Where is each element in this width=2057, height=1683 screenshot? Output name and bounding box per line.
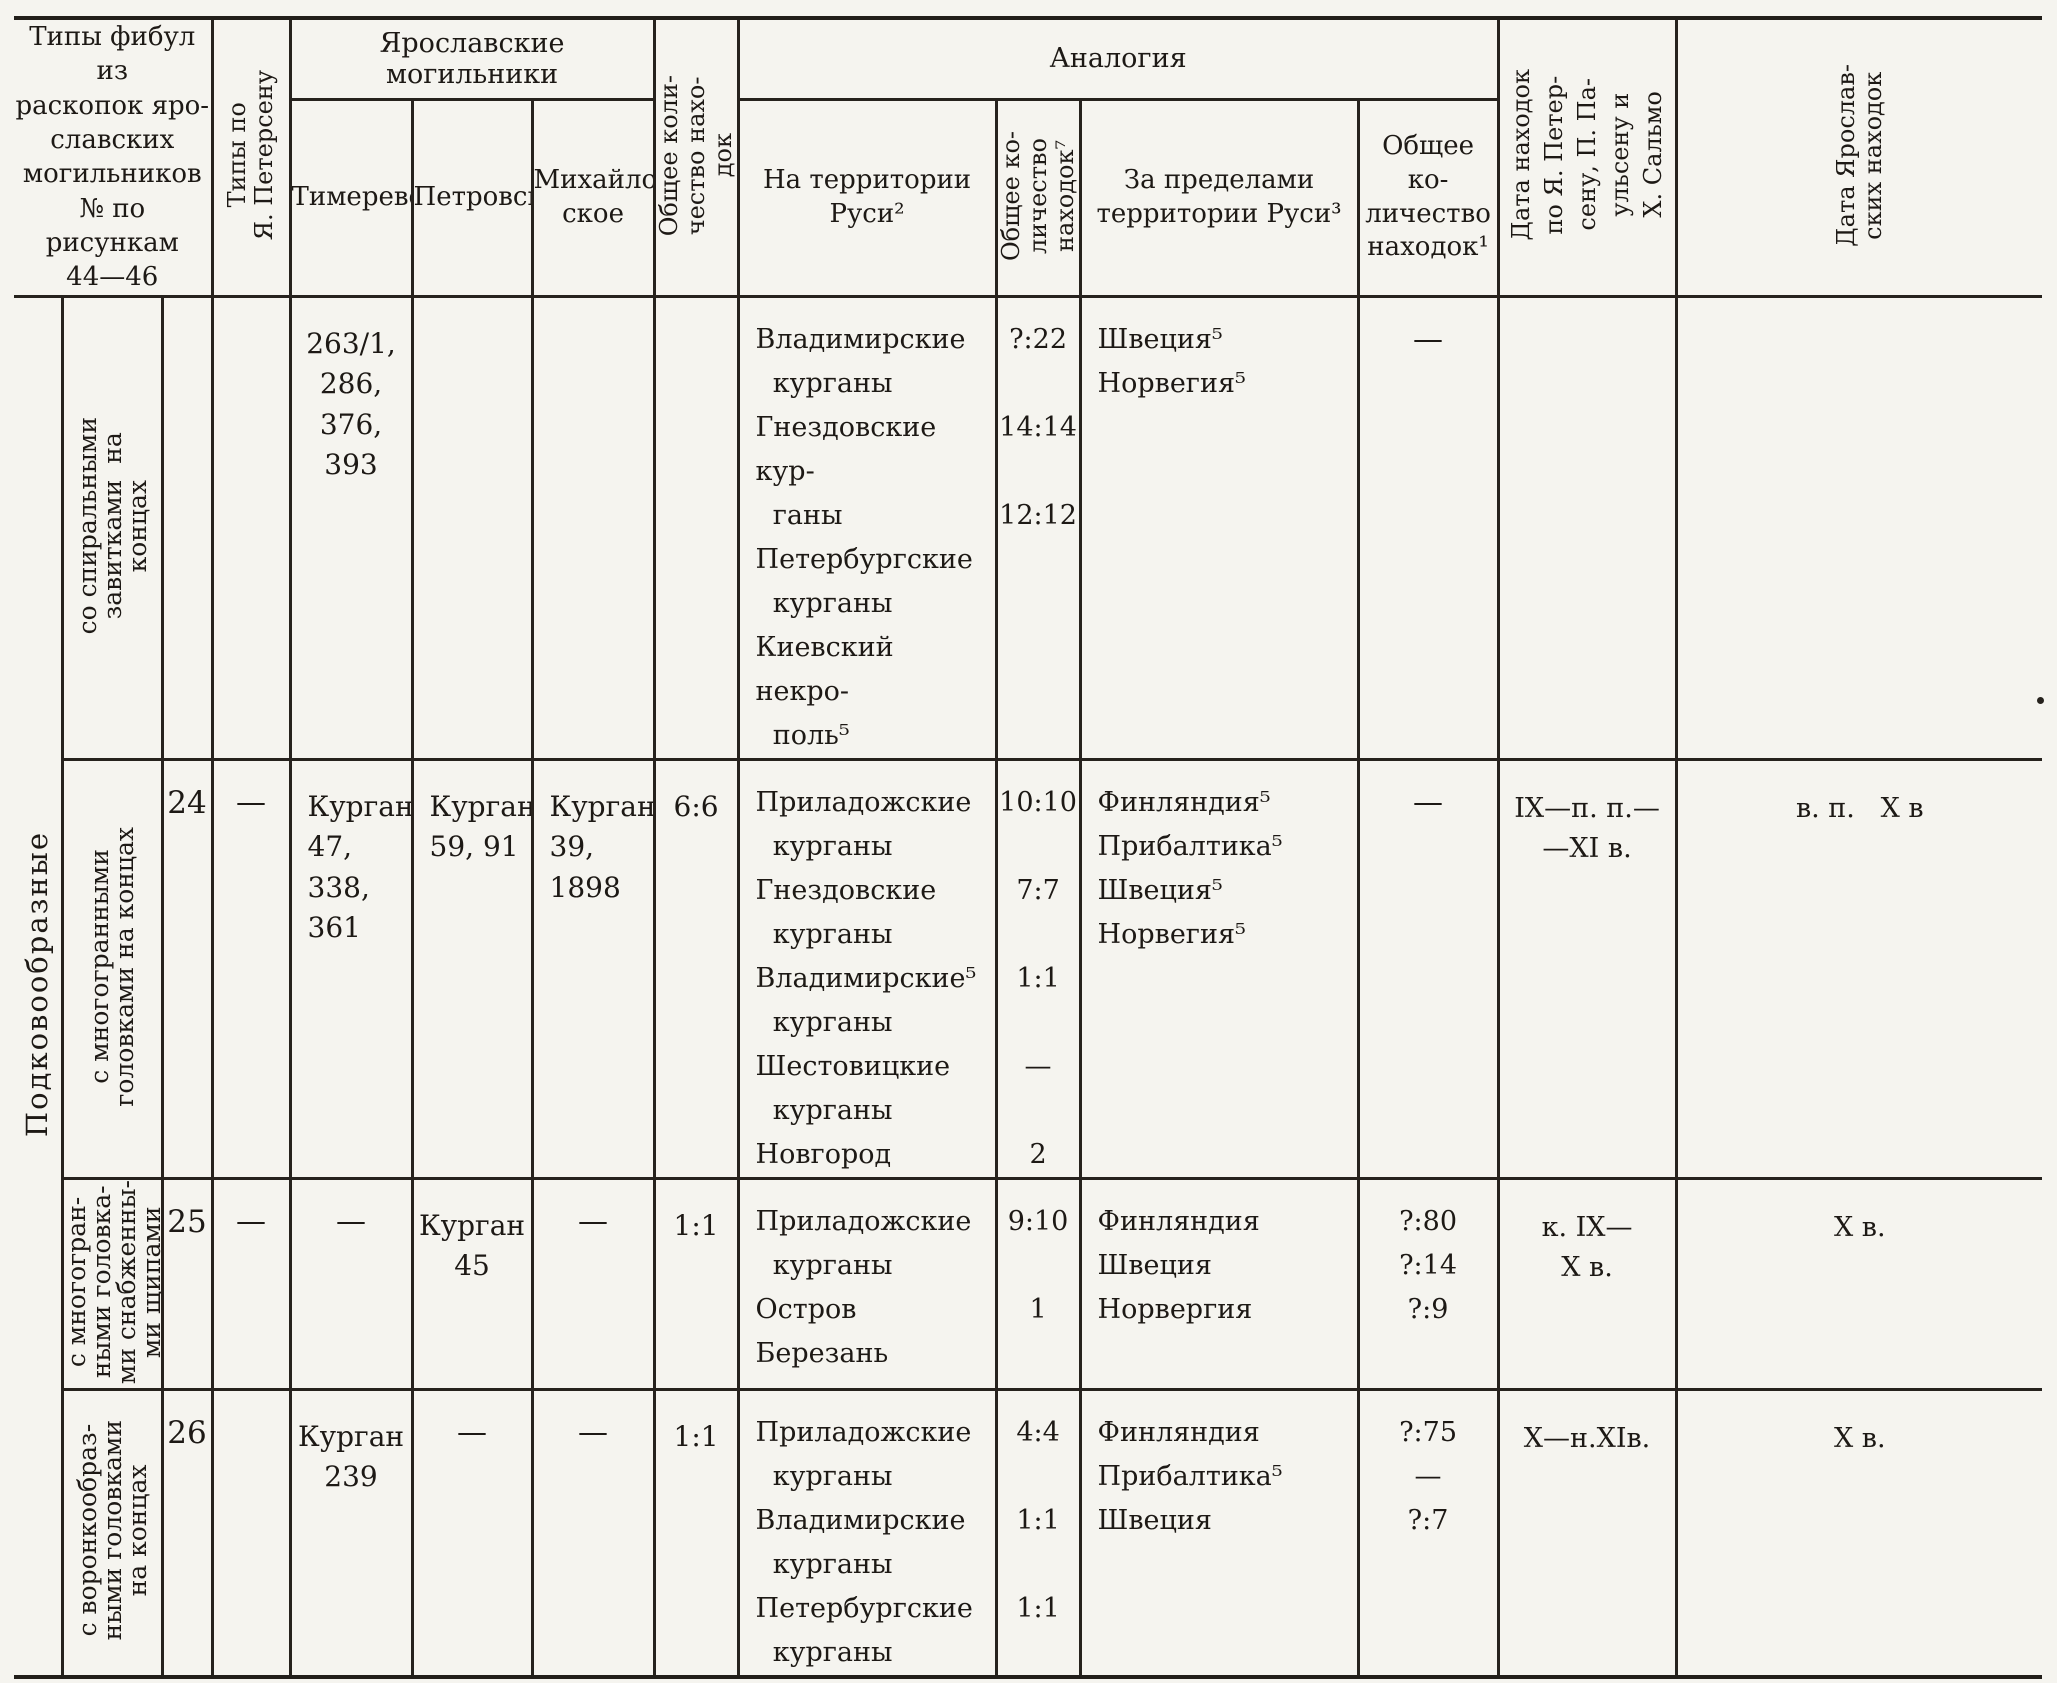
row2-date-petersen-cell: IX—п. п.— —XI в.: [1496, 757, 1678, 1180]
header-date-yaroslavl-column: Дата Ярослав- ских находок: [1674, 18, 2044, 298]
row3-date-petersen-cell: к. IX— X в.: [1496, 1176, 1678, 1391]
row3-outside-counts-cell: ?:80 ?:14 ?:9: [1356, 1176, 1500, 1391]
row2-petrovskoe-cell: Курганы 59, 91: [410, 757, 534, 1180]
row4-rus-counts-cell: 4:4 1:1 1:1: [994, 1387, 1082, 1677]
row1-rus-counts-cell: ?:22 14:14 12:12: [994, 294, 1082, 761]
row2-figure-number: 24: [160, 757, 214, 1180]
row1-mikhaylovskoe-cell: [530, 294, 656, 761]
table-row-spiral-ends: Подковообразные со спиральными завитками…: [12, 294, 2044, 1677]
row1-outside-counts-cell: —: [1356, 294, 1500, 761]
header-petrovskoe-column: Петровское: [410, 97, 534, 298]
row1-rus-sites-cell: Владимирские курганы Гнездовские кур- га…: [736, 294, 998, 761]
row3-timerevo-cell: —: [288, 1176, 414, 1391]
row1-date-yaroslavl-cell: [1674, 294, 2044, 761]
header-date-petersen-label: Дата находок по Я. Петер- сену, П. Па- у…: [1506, 69, 1667, 242]
header-types-label: Типы фибул из раскопок яро- славских мог…: [15, 22, 210, 293]
row3-mikhaylovskoe-cell: —: [530, 1176, 656, 1391]
header-petersen-types-label: Типы по Я. Петерсену: [223, 70, 279, 241]
row4-figure-number: 26: [160, 1387, 214, 1677]
row1-petersen-type: [210, 294, 292, 761]
row4-total-cell: 1:1: [652, 1387, 740, 1677]
row1-timerevo-cell: 263/1, 286, 376, 393: [288, 294, 414, 761]
row3-date-yaroslavl-cell: X в.: [1674, 1176, 2044, 1391]
row1-type-label: со спиральными завитками на концах: [72, 416, 152, 635]
row3-total-cell: 1:1: [652, 1176, 740, 1391]
header-row-subcolumns: Тимерево Петровское Михайлов- ское На те…: [14, 97, 2042, 298]
row4-petrovskoe-cell: —: [410, 1387, 534, 1677]
row4-mikhaylovskoe-cell: —: [530, 1387, 656, 1677]
row4-outside-counts-cell: ?:75 — ?:7: [1356, 1387, 1500, 1677]
row1-date-petersen-cell: [1496, 294, 1678, 761]
row4-date-yaroslavl-cell: X в.: [1674, 1387, 2044, 1677]
table-row-spiked-heads: с многогран- ными головка- ми снабженны-…: [14, 1176, 2044, 1391]
header-rus-territory-column: На территории Руси²: [736, 97, 998, 298]
header-analogy-label: Аналогия: [1049, 43, 1187, 75]
header-types-column: Типы фибул из раскопок яро- славских мог…: [12, 18, 214, 298]
row3-petersen-type: —: [210, 1176, 292, 1391]
header-petersen-types-column: Типы по Я. Петерсену: [210, 18, 292, 298]
header-total-finds-label: Общее коли- чество нахо- док: [654, 74, 737, 236]
header-row-groups: Типы фибул из раскопок яро- славских мог…: [12, 18, 2044, 298]
header-timerevo-column: Тимерево: [288, 97, 414, 298]
row4-type-label-cell: с воронкообраз- ными головками на концах: [60, 1387, 164, 1677]
row2-mikhaylovskoe-cell: Курган 39, 1898: [530, 757, 656, 1180]
stray-ink-dot: [2037, 697, 2044, 704]
row3-outside-sites-cell: Финляндия Швеция Норвергия: [1078, 1176, 1360, 1391]
row4-outside-sites-cell: Финляндия Прибалтика⁵ Швеция: [1078, 1387, 1360, 1677]
header-total-finds-column: Общее коли- чество нахо- док: [652, 18, 740, 298]
row2-outside-sites-cell: Финляндия⁵ Прибалтика⁵ Швеция⁵ Норвегия⁵: [1078, 757, 1360, 1180]
table-row-polyhedral-heads: с многогранными головками на концах 24 —…: [14, 757, 2044, 1180]
header-date-petersen-column: Дата находок по Я. Петер- сену, П. Па- у…: [1496, 18, 1678, 298]
row4-petersen-type: [210, 1387, 292, 1677]
row4-timerevo-cell: Курган 239: [288, 1387, 414, 1677]
header-yaroslavl-cemeteries-label: Ярославские могильники: [379, 27, 565, 90]
header-analogy-group: Аналогия: [736, 18, 1500, 101]
row2-petersen-type: —: [210, 757, 292, 1180]
group-label-cell: Подковообразные: [12, 294, 64, 1677]
row2-type-label-cell: с многогранными головками на концах: [60, 757, 164, 1180]
row2-rus-sites-cell: Приладожские курганы Гнездовские курганы…: [736, 757, 998, 1180]
row3-type-label: с многогран- ными головка- ми снабженны-…: [62, 1179, 162, 1384]
table-row-funnel-heads: с воронкообраз- ными головками на концах…: [14, 1387, 2044, 1677]
row1-total-cell: [652, 294, 740, 761]
row4-rus-sites-cell: Приладожские курганы Владимирские курган…: [736, 1387, 998, 1677]
header-yaroslavl-cemeteries-group: Ярославские могильники: [288, 18, 656, 101]
row3-rus-counts-cell: 9:10 1: [994, 1176, 1082, 1391]
row2-outside-counts-cell: —: [1356, 757, 1500, 1180]
header-mikhaylovskoe-column: Михайлов- ское: [530, 97, 656, 298]
fibulae-table: Типы фибул из раскопок яро- славских мог…: [12, 18, 2044, 1677]
row2-total-cell: 6:6: [652, 757, 740, 1180]
row2-date-yaroslavl-cell: в. п. X в: [1674, 757, 2044, 1180]
row2-timerevo-cell: Курганы 47, 338, 361: [288, 757, 414, 1180]
row4-type-label: с воронкообраз- ными головками на концах: [72, 1420, 152, 1641]
row1-petrovskoe-cell: [410, 294, 534, 761]
fibulae-table-frame: Типы фибул из раскопок яро- славских мог…: [12, 16, 2044, 1679]
row3-petrovskoe-cell: Курган 45: [410, 1176, 534, 1391]
row3-rus-sites-cell: Приладожские курганы Остров Березань: [736, 1176, 998, 1391]
group-label-horseshoe: Подковообразные: [20, 831, 55, 1138]
row1-figure-number: [160, 294, 214, 761]
row1-outside-sites-cell: Швеция⁵ Норвегия⁵: [1078, 294, 1360, 761]
header-total-finds1-column: Общее ко- личество находок¹: [1356, 97, 1500, 298]
row1-type-label-cell: со спиральными завитками на концах: [60, 294, 164, 761]
header-outside-rus-column: За пределами территории Руси³: [1078, 97, 1360, 298]
row3-figure-number: 25: [160, 1176, 214, 1391]
header-date-yaroslavl-label: Дата Ярослав- ских находок: [1831, 63, 1887, 247]
row3-type-label-cell: с многогран- ными головка- ми снабженны-…: [60, 1176, 164, 1391]
row2-type-label: с многогранными головками на концах: [85, 826, 139, 1107]
header-total-finds7-label: Общее ко- личество находок⁷: [996, 130, 1079, 261]
row2-rus-counts-cell: 10:10 7:7 1:1 — 2: [994, 757, 1082, 1180]
row4-date-petersen-cell: X—н.XIв.: [1496, 1387, 1678, 1677]
header-total-finds7-column: Общее ко- личество находок⁷: [994, 97, 1082, 298]
